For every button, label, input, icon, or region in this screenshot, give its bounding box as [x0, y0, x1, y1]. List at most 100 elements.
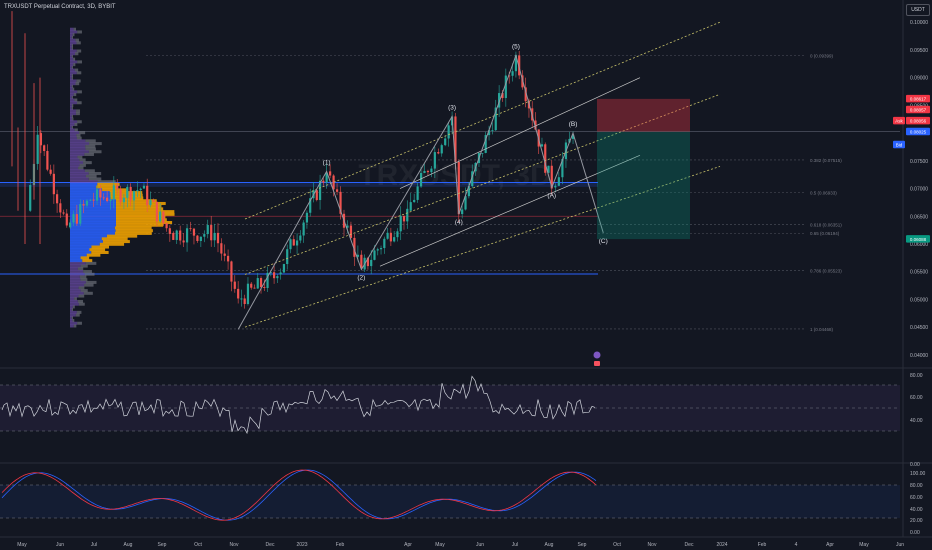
rsi-line [1, 375, 596, 435]
candle-body [437, 152, 440, 154]
stoch-axis-label: 0.00 [910, 462, 920, 468]
candle-body [467, 186, 470, 197]
price-badge [906, 127, 930, 136]
candle-body [233, 281, 236, 289]
channel-mid [244, 93, 721, 275]
price-axis-label: 0.05500 [910, 270, 928, 276]
candle-body [292, 239, 295, 246]
time-axis-label: 2023 [296, 542, 307, 548]
candle-body [402, 215, 406, 222]
candle-body [508, 75, 511, 77]
candle-body [360, 254, 363, 269]
candle-body [540, 144, 544, 147]
candle-body [309, 198, 312, 213]
stoch-d-line [1, 469, 597, 521]
time-axis-label: 4 [795, 542, 798, 548]
candle-body [269, 272, 272, 274]
time-axis-label: Oct [613, 542, 621, 548]
candle-body [471, 171, 474, 187]
candle-body [165, 223, 168, 229]
candle-body [216, 232, 220, 244]
elliott-wave-path [237, 53, 604, 330]
candle-body [484, 135, 487, 153]
price-axis-label: 0.04500 [910, 325, 928, 331]
rsi-axis-label: 80.00 [910, 373, 923, 379]
candle-body [185, 228, 189, 243]
candle-body [511, 71, 514, 76]
candle-body [487, 130, 491, 136]
candle-body [196, 235, 199, 242]
price-badge-label: 0.06088 [910, 237, 927, 242]
time-axis-label: Oct [194, 542, 202, 548]
candle-body [95, 189, 99, 201]
candle-body [149, 200, 152, 206]
candle-body [99, 189, 102, 198]
side-badge [893, 116, 905, 125]
candle-body [430, 168, 433, 173]
candle-body [256, 278, 259, 289]
time-axis-label: Feb [758, 542, 767, 548]
channel-solid-lower [379, 154, 641, 267]
candle-body [159, 211, 162, 222]
candle-body [59, 203, 62, 213]
time-axis-label: Feb [336, 542, 345, 548]
stoch-band [0, 485, 900, 518]
candle-body [444, 138, 447, 146]
candle-body [65, 213, 68, 226]
candle-body [356, 254, 359, 257]
price-axis-label: 0.07500 [910, 159, 928, 165]
candle-body [481, 152, 484, 154]
wave-label-3: (3) [448, 104, 456, 111]
candle-body [335, 189, 339, 192]
rsi-axis-label: 60.00 [910, 395, 923, 401]
candle-body [550, 165, 553, 189]
candle-body [69, 222, 72, 228]
candle-body [416, 186, 419, 200]
candle-body [299, 235, 302, 241]
candle-body [389, 232, 392, 242]
candle-body [182, 240, 185, 243]
fib-level-label: 0 (0.09399) [810, 54, 834, 59]
currency-button[interactable]: USDT [906, 4, 930, 16]
candle-body [464, 196, 467, 210]
candle-body [272, 272, 276, 279]
candle-body [322, 180, 325, 183]
channel-solid-upper [399, 77, 641, 189]
price-axis-label: 0.07000 [910, 187, 928, 193]
candle-body [501, 93, 504, 99]
candle-body [226, 255, 230, 262]
candle-body [557, 177, 560, 186]
stoch-axis-label: 0.00 [910, 530, 920, 536]
fib-level-label: 0.382 (0.07515) [810, 158, 842, 163]
price-badge [906, 235, 930, 243]
candle-body [139, 188, 142, 191]
time-axis-label: Apr [826, 542, 834, 548]
candle-body [237, 288, 240, 299]
price-axis-label: 0.04000 [910, 353, 928, 359]
candle-body [561, 159, 564, 178]
price-badge [906, 116, 930, 125]
candle-body [122, 197, 126, 203]
candle-body [126, 186, 129, 198]
side-badge [893, 140, 905, 149]
stoch-axis-label: 20.00 [910, 518, 923, 524]
candle-body [547, 165, 550, 173]
candle-body [253, 287, 256, 289]
candle-body [82, 204, 85, 206]
side-badge-label: Ask [895, 119, 903, 124]
time-axis-label: Jun [896, 542, 904, 548]
candle-body [491, 130, 494, 131]
candle-body [302, 222, 305, 236]
candle-body [89, 199, 92, 201]
candle-body [206, 225, 209, 235]
candle-body [554, 185, 557, 188]
candle-body [376, 249, 379, 251]
candle-body [396, 231, 399, 238]
candlesticks [11, 11, 575, 309]
time-axis-label: Jul [512, 542, 518, 548]
candle-body [461, 209, 464, 215]
candle-body [102, 197, 105, 199]
candle-body [109, 199, 112, 202]
candle-body [142, 185, 146, 189]
